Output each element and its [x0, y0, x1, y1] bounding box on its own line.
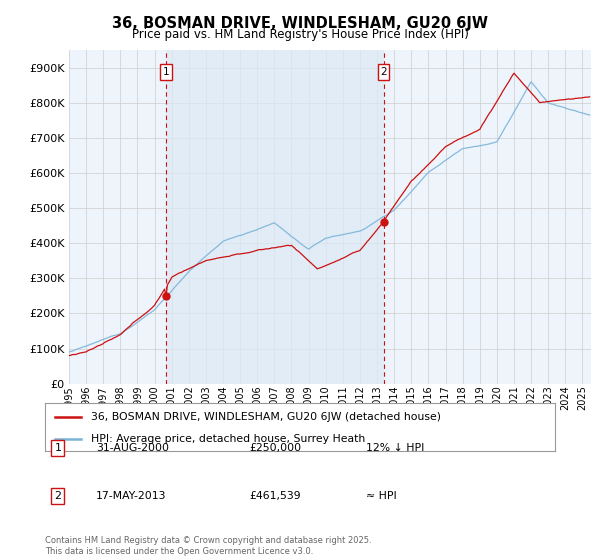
Text: 31-AUG-2000: 31-AUG-2000 [96, 443, 169, 453]
Text: Contains HM Land Registry data © Crown copyright and database right 2025.
This d: Contains HM Land Registry data © Crown c… [45, 536, 371, 556]
Text: 1: 1 [55, 443, 61, 453]
Text: 2: 2 [55, 491, 61, 501]
Text: £461,539: £461,539 [249, 491, 301, 501]
Text: Price paid vs. HM Land Registry's House Price Index (HPI): Price paid vs. HM Land Registry's House … [131, 28, 469, 41]
Bar [166, 50, 383, 384]
Text: ≈ HPI: ≈ HPI [366, 491, 397, 501]
Text: 2: 2 [380, 67, 387, 77]
Text: 1: 1 [163, 67, 169, 77]
Text: £250,000: £250,000 [249, 443, 301, 453]
Text: 17-MAY-2013: 17-MAY-2013 [96, 491, 167, 501]
Text: 36, BOSMAN DRIVE, WINDLESHAM, GU20 6JW (detached house): 36, BOSMAN DRIVE, WINDLESHAM, GU20 6JW (… [91, 412, 441, 422]
Text: HPI: Average price, detached house, Surrey Heath: HPI: Average price, detached house, Surr… [91, 434, 365, 444]
Text: 36, BOSMAN DRIVE, WINDLESHAM, GU20 6JW: 36, BOSMAN DRIVE, WINDLESHAM, GU20 6JW [112, 16, 488, 31]
Text: 12% ↓ HPI: 12% ↓ HPI [366, 443, 425, 453]
